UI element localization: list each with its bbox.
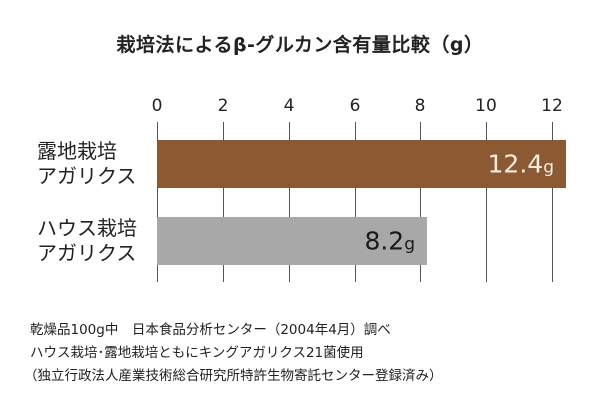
x-tick-12: 12 [541, 96, 563, 116]
x-tick-0: 0 [151, 96, 163, 116]
gridline [289, 122, 290, 282]
bar-outdoor: 12.4g [157, 140, 566, 188]
category-label-outdoor: 露地栽培 アガリクス [37, 139, 137, 188]
x-tick-4: 4 [283, 96, 295, 116]
gridline [486, 122, 487, 282]
x-tick-10: 10 [475, 96, 497, 116]
footnote: ハウス栽培･露地栽培ともにキングアガリクス21菌使用 [30, 345, 364, 361]
bar-value-label: 8.2g [364, 226, 415, 256]
gridline [157, 122, 158, 282]
bar-value-label: 12.4g [487, 149, 554, 179]
gridline [420, 122, 421, 282]
chart-title: 栽培法によるβ-グルカン含有量比較（g） [116, 34, 484, 56]
category-label-house: ハウス栽培 アガリクス [37, 216, 137, 265]
x-tick-2: 2 [217, 96, 229, 116]
gridline [223, 122, 224, 282]
gridline [355, 122, 356, 282]
x-tick-8: 8 [414, 96, 426, 116]
x-tick-6: 6 [349, 96, 361, 116]
gridline [552, 122, 553, 282]
footnote: 乾燥品100g中 日本食品分析センター（2004年4月）調べ [30, 322, 391, 338]
footnote: （独立行政法人産業技術総合研究所特許生物寄託センター登録済み） [24, 368, 443, 384]
bar-house: 8.2g [157, 217, 427, 265]
